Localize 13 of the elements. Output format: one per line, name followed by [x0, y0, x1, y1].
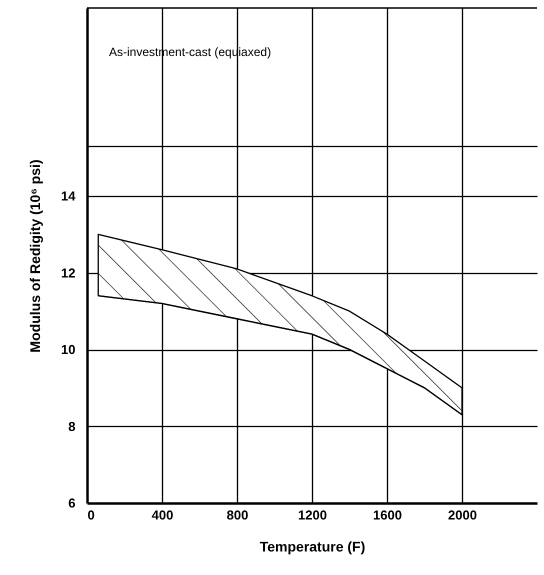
y-tick-label: 14 — [61, 188, 76, 204]
y-axis-title: Modulus of Redigity (10⁶ psi) — [27, 159, 44, 353]
x-tick-label: 2000 — [448, 508, 477, 522]
x-axis-title: Temperature (F) — [260, 538, 366, 554]
y-tick-label: 8 — [68, 418, 76, 434]
x-tick-label: 400 — [152, 508, 174, 522]
y-tick-label: 10 — [61, 342, 76, 358]
x-tick-label: 800 — [226, 508, 248, 522]
y-tick-label: 12 — [61, 265, 76, 280]
x-tick-label: 0 — [88, 508, 95, 522]
x-tick-label: 1600 — [373, 508, 402, 522]
y-tick-label: 6 — [68, 496, 76, 510]
x-tick-label: 1200 — [298, 508, 327, 522]
